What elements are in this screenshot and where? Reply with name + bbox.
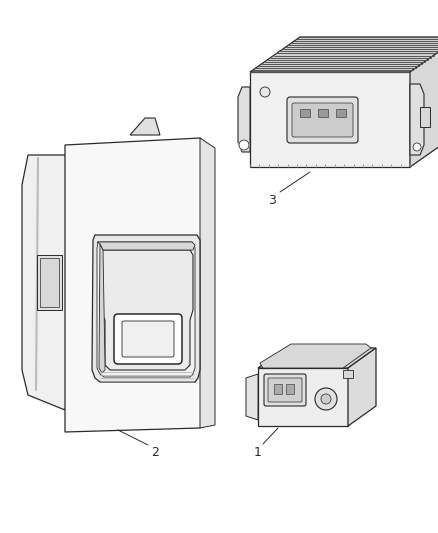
Polygon shape [100,250,193,370]
Polygon shape [250,72,410,167]
Polygon shape [65,138,210,432]
Polygon shape [250,37,438,72]
FancyBboxPatch shape [268,378,302,402]
Bar [274,384,282,394]
Polygon shape [22,155,70,410]
Polygon shape [97,242,195,377]
Text: 2: 2 [151,446,159,458]
Circle shape [260,87,270,97]
FancyBboxPatch shape [114,314,182,364]
Bar [37,255,62,310]
Bar [318,109,328,117]
Polygon shape [260,344,371,368]
Circle shape [239,140,249,150]
Polygon shape [258,368,348,426]
Polygon shape [348,348,376,426]
Polygon shape [200,138,215,428]
Polygon shape [99,244,105,373]
Text: 1: 1 [254,446,262,458]
Polygon shape [130,118,160,135]
Circle shape [315,388,337,410]
FancyBboxPatch shape [287,97,358,143]
Polygon shape [410,84,424,155]
Circle shape [321,394,331,404]
Polygon shape [92,235,200,382]
Polygon shape [258,348,376,368]
Polygon shape [97,242,195,250]
Polygon shape [343,370,353,378]
FancyBboxPatch shape [264,374,306,406]
Text: 3: 3 [268,193,276,206]
Bar [40,258,59,307]
FancyBboxPatch shape [292,103,353,137]
FancyBboxPatch shape [122,321,174,357]
Bar [300,109,310,117]
Circle shape [413,143,421,151]
Bar [286,384,294,394]
Polygon shape [246,374,258,420]
Polygon shape [420,107,430,127]
Bar [336,109,346,117]
Polygon shape [238,87,250,152]
Polygon shape [410,37,438,167]
